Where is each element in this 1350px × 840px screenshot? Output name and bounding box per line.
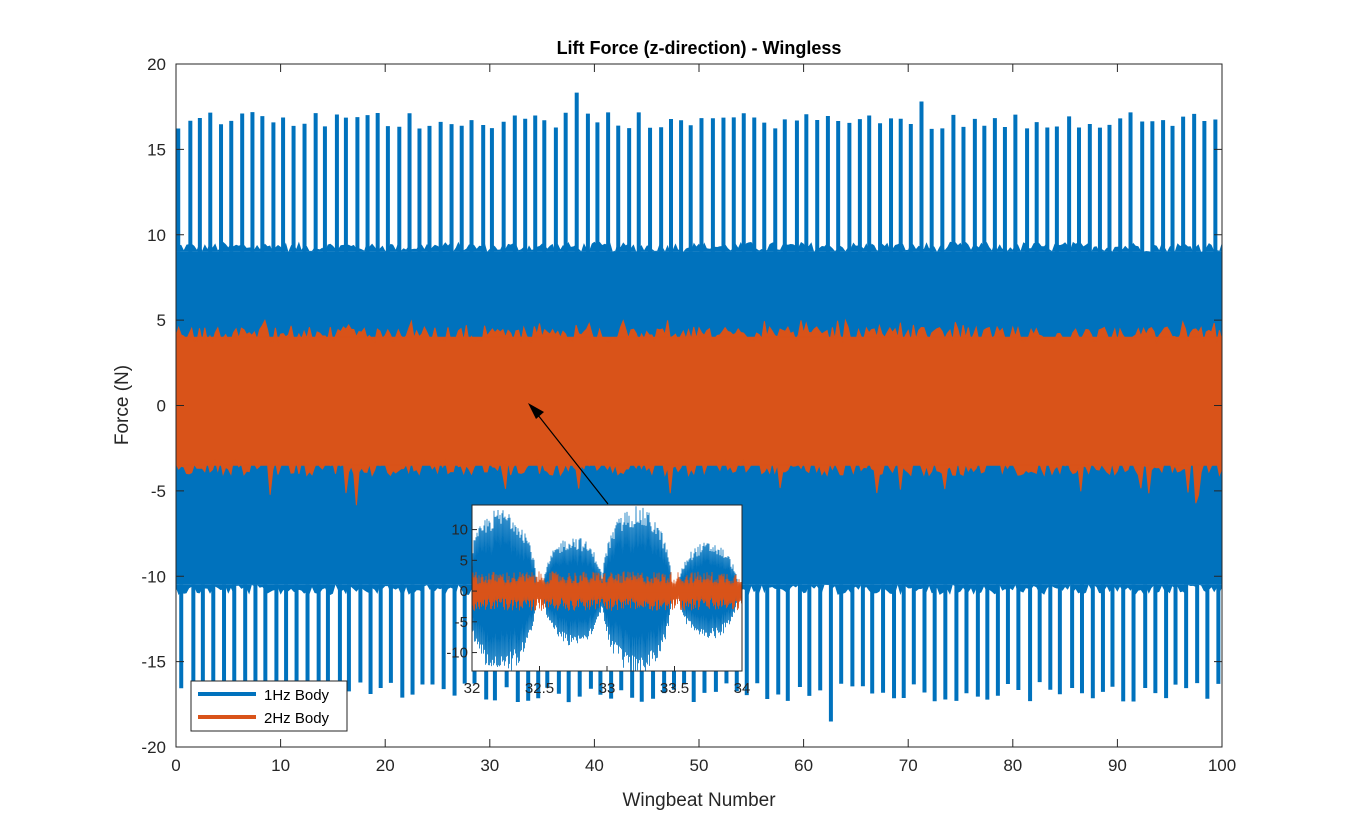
- x-axis-label: Wingbeat Number: [622, 790, 776, 811]
- series-2hz-body: [175, 318, 1223, 506]
- inset-series-1hz-body: [472, 506, 742, 671]
- legend-label-1hz: 1Hz Body: [264, 687, 330, 704]
- x-tick-label: 30: [480, 756, 499, 775]
- inset-y-tick-label: -10: [446, 645, 468, 662]
- y-tick-label: -5: [151, 482, 166, 501]
- y-tick-label: 5: [157, 311, 166, 330]
- inset-x-ticks: 32 32.5 33 33.5 34: [464, 666, 751, 697]
- x-tick-label: 40: [585, 756, 604, 775]
- inset-series-2hz-line: [472, 571, 742, 611]
- x-tick-label: 70: [899, 756, 918, 775]
- x-tick-label: 20: [376, 756, 395, 775]
- inset-series-2hz-body: [472, 571, 742, 611]
- series-1hz-band-edge-top: [176, 241, 1222, 252]
- inset-y-tick-label: 5: [460, 552, 468, 569]
- y-tick-label: -10: [141, 567, 166, 586]
- x-tick-label: 0: [171, 756, 180, 775]
- series-2hz-band-edge-bottom: [175, 458, 1223, 506]
- inset-y-ticks: -10 -5 0 5 10: [446, 522, 477, 662]
- chart-title: Lift Force (z-direction) - Wingless: [557, 38, 842, 58]
- y-tick-label: 0: [157, 397, 166, 416]
- legend: 1Hz Body 2Hz Body: [190, 680, 348, 732]
- y-tick-label: -20: [141, 738, 166, 757]
- inset-x-tick-label: 32.5: [525, 680, 554, 697]
- inset-y-tick-label: 10: [451, 522, 468, 539]
- y-axis-label: Force (N): [112, 365, 133, 445]
- inset-y-tick-label: 0: [460, 583, 468, 600]
- legend-box: [190, 680, 348, 732]
- inset-y-tick-label: -5: [455, 614, 468, 631]
- legend-label-2hz: 2Hz Body: [264, 710, 330, 727]
- main-axes: 0 10 20 30 40 50 60 70 80 90 100 -20-15-10-5051015…: [141, 55, 1236, 775]
- x-tick-label: 60: [794, 756, 813, 775]
- y-tick-label: 15: [147, 140, 166, 159]
- inset-x-tick-label: 32: [464, 680, 481, 697]
- inset-x-tick-label: 33: [599, 680, 616, 697]
- x-tick-label: 50: [690, 756, 709, 775]
- x-tick-label: 80: [1003, 756, 1022, 775]
- x-tick-label: 10: [271, 756, 290, 775]
- inset-series-1hz-line: [472, 506, 742, 671]
- y-tick-label: -15: [141, 653, 166, 672]
- inset-axes: 32 32.5 33 33.5 34 -10 -5 0 5 10: [446, 504, 751, 697]
- y-tick-label: 10: [147, 226, 166, 245]
- inset-x-tick-label: 33.5: [660, 680, 689, 697]
- series-2hz-band-edge-top: [175, 318, 1223, 344]
- x-tick-label: 90: [1108, 756, 1127, 775]
- series-1hz-band-edge-bottom: [176, 584, 1222, 595]
- x-tick-label: 100: [1208, 756, 1236, 775]
- inset-x-tick-label: 34: [734, 680, 751, 697]
- main-y-ticks: -20 -15 -10 -5 0 5 10 15 20: [141, 55, 1222, 757]
- main-x-ticks: 0 10 20 30 40 50 60 70 80 90 100: [171, 64, 1236, 775]
- inset-arrow: [528, 403, 609, 505]
- y-tick-label: 20: [147, 55, 166, 74]
- series-2hz-band: [176, 337, 1222, 466]
